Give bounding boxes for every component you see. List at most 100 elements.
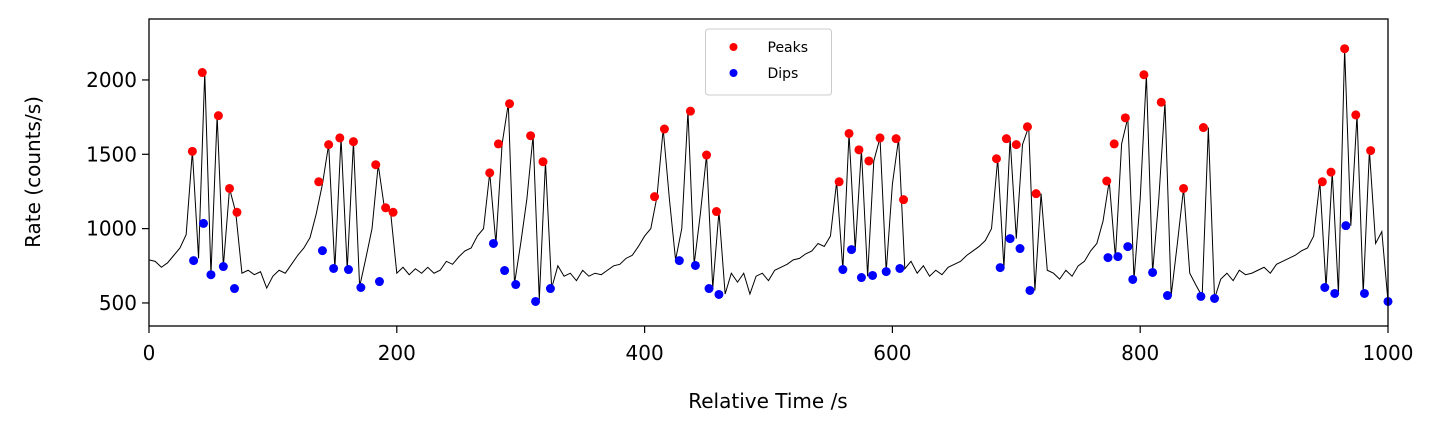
point	[187, 146, 197, 156]
x-tick-label: 1000	[1363, 341, 1414, 365]
point	[991, 154, 1001, 164]
point	[500, 266, 510, 276]
point	[864, 156, 874, 166]
point	[702, 150, 712, 160]
legend-label: Peaks	[768, 40, 809, 56]
point	[329, 263, 339, 273]
point	[197, 68, 207, 78]
point	[847, 245, 857, 255]
point	[1326, 167, 1336, 177]
point	[1103, 253, 1113, 263]
point	[1341, 221, 1351, 231]
point	[1001, 134, 1011, 144]
point	[685, 106, 695, 116]
point	[1196, 291, 1206, 301]
plot-frame	[148, 18, 1389, 327]
point	[868, 270, 878, 280]
point	[505, 99, 515, 109]
point	[881, 267, 891, 277]
point	[1025, 285, 1035, 295]
point	[899, 195, 909, 205]
point	[1148, 267, 1158, 277]
point	[545, 284, 555, 294]
x-tick-label: 400	[626, 341, 664, 365]
point	[711, 207, 721, 217]
point	[225, 183, 235, 193]
point	[659, 124, 669, 134]
x-axis-label: Relative Time /s	[688, 389, 847, 413]
point	[1162, 291, 1172, 301]
point	[704, 284, 714, 294]
point	[838, 265, 848, 275]
point	[854, 145, 864, 155]
y-tick-label: 1000	[86, 217, 137, 241]
point	[834, 177, 844, 187]
x-tick-label: 600	[873, 341, 911, 365]
legend-marker	[729, 69, 738, 77]
y-tick-label: 500	[99, 291, 137, 315]
point	[1210, 293, 1220, 303]
point	[995, 263, 1005, 273]
point	[690, 260, 700, 270]
point	[1005, 234, 1015, 244]
y-tick-label: 2000	[86, 68, 137, 92]
point	[1102, 176, 1112, 186]
point	[485, 168, 495, 178]
point	[1031, 189, 1041, 199]
y-axis-label: Rate (counts/s)	[21, 96, 45, 248]
line	[149, 48, 1388, 302]
point	[875, 133, 885, 143]
point	[1109, 139, 1119, 149]
point	[381, 203, 391, 213]
point	[1340, 44, 1350, 54]
point	[218, 262, 228, 272]
point	[538, 157, 548, 167]
point	[348, 137, 358, 147]
point	[314, 177, 324, 187]
point	[1015, 244, 1025, 254]
point	[1359, 288, 1369, 298]
point	[317, 246, 327, 256]
point	[488, 238, 498, 248]
point	[650, 192, 660, 202]
point	[714, 289, 724, 299]
point	[1198, 123, 1208, 133]
point	[1320, 282, 1330, 292]
x-tick-label: 200	[378, 341, 416, 365]
point	[1330, 288, 1340, 298]
legend-label: Dips	[768, 66, 799, 82]
point	[674, 256, 684, 266]
point	[213, 111, 223, 121]
point	[1139, 70, 1149, 80]
x-tick-label: 800	[1121, 341, 1159, 365]
point	[1128, 274, 1138, 284]
point	[1113, 252, 1123, 262]
point	[511, 280, 521, 290]
point	[1022, 122, 1032, 132]
x-tick-label: 0	[143, 341, 156, 365]
point	[1179, 183, 1189, 193]
point	[844, 128, 854, 138]
point	[189, 256, 199, 266]
point	[526, 131, 536, 141]
point	[895, 263, 905, 273]
point	[356, 282, 366, 292]
legend-marker	[729, 43, 738, 51]
point	[324, 140, 334, 150]
point	[343, 265, 353, 275]
point	[1123, 242, 1133, 252]
point	[1366, 146, 1376, 156]
point	[335, 133, 345, 143]
point	[199, 218, 209, 228]
legend-box	[705, 28, 832, 96]
point	[1317, 177, 1327, 187]
point	[1351, 110, 1361, 120]
point	[531, 296, 541, 306]
point	[891, 134, 901, 144]
point	[371, 160, 381, 170]
point	[206, 270, 216, 280]
point	[388, 207, 398, 217]
point	[232, 207, 242, 217]
